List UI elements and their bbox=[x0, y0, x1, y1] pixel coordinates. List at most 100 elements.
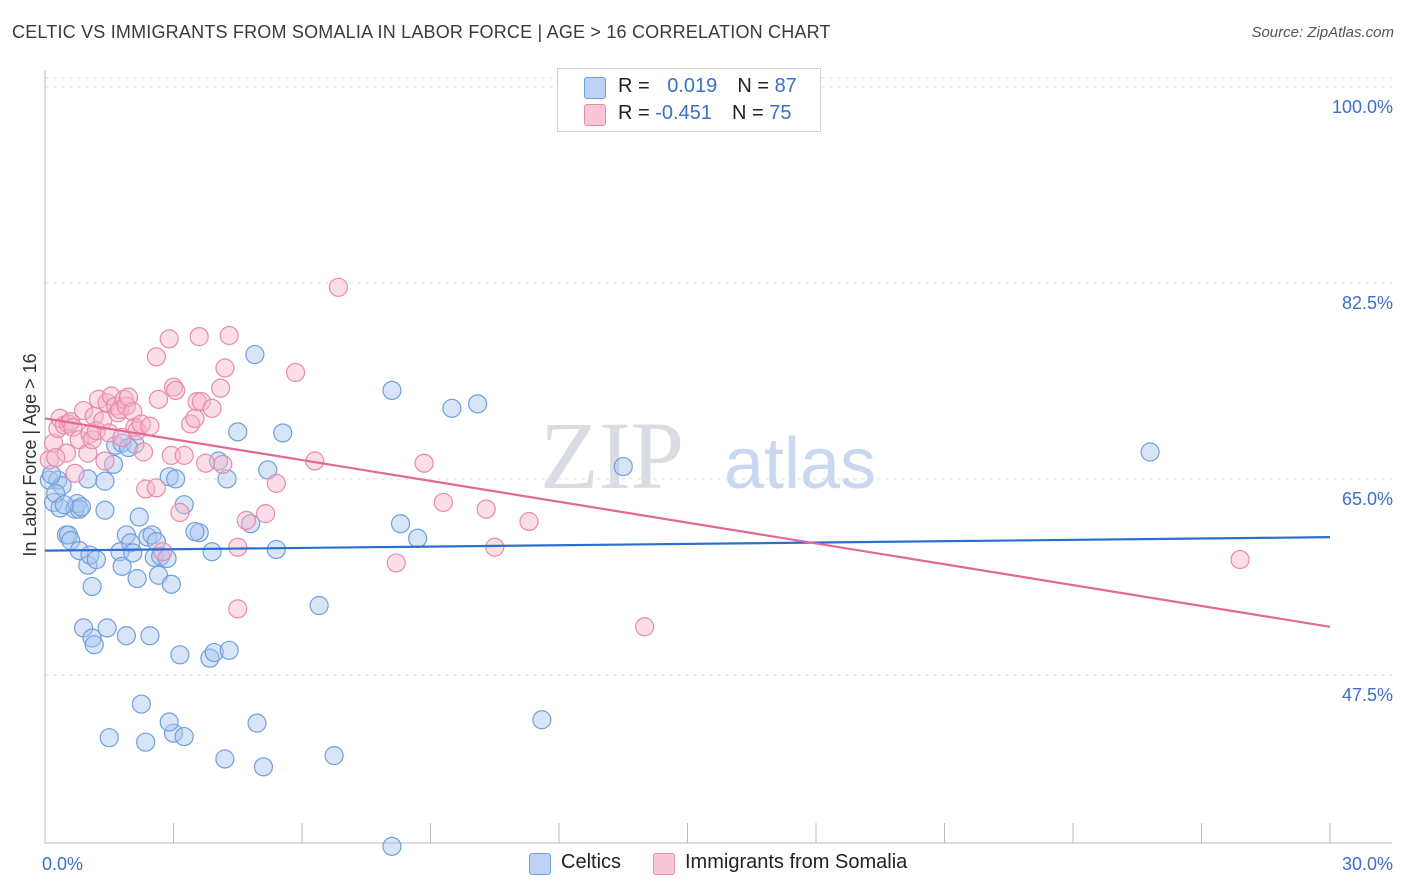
tick-label-layer: 100.0% 82.5% 65.0% 47.5% 0.0% 30.0% bbox=[42, 97, 1393, 874]
celtics-point bbox=[54, 495, 74, 515]
somalia-point bbox=[266, 473, 286, 493]
somalia-point bbox=[202, 398, 222, 418]
celtics-point bbox=[163, 723, 184, 743]
y-tick-label: 65.0% bbox=[1342, 489, 1393, 509]
watermark-zip: ZIP bbox=[540, 402, 684, 509]
somalia-point bbox=[228, 537, 248, 557]
somalia-point bbox=[236, 510, 256, 530]
celtics-point bbox=[71, 497, 92, 517]
chart-title: CELTIC VS IMMIGRANTS FROM SOMALIA IN LAB… bbox=[12, 22, 831, 42]
bottom-legend-swatch-celtics bbox=[529, 853, 551, 875]
somalia-point bbox=[146, 347, 166, 367]
y-tick-label: 47.5% bbox=[1342, 685, 1393, 705]
somalia-point bbox=[328, 277, 349, 297]
somalia-point bbox=[140, 416, 160, 436]
celtics-point bbox=[468, 394, 488, 414]
celtics-point bbox=[185, 521, 205, 542]
somalia-point bbox=[118, 387, 139, 407]
celtics-point bbox=[219, 640, 239, 660]
somalia-point bbox=[196, 453, 216, 473]
celtics-point bbox=[324, 746, 344, 766]
celtics-trend-line bbox=[44, 536, 1331, 552]
somalia-point bbox=[163, 377, 184, 397]
celtics-point bbox=[112, 556, 132, 576]
somalia-point bbox=[215, 358, 235, 378]
x-tick-label: 0.0% bbox=[42, 854, 83, 874]
celtics-point bbox=[258, 460, 278, 480]
somalia-point bbox=[485, 537, 505, 557]
celtics-point bbox=[86, 549, 107, 570]
y-tick-label: 82.5% bbox=[1342, 293, 1393, 313]
somalia-point bbox=[635, 617, 655, 637]
somalia-point bbox=[56, 443, 77, 463]
legend-swatch-celtics bbox=[584, 77, 606, 99]
somalia-point bbox=[73, 400, 94, 421]
somalia-point bbox=[43, 433, 64, 453]
celtics-point bbox=[247, 713, 267, 733]
somalia-point bbox=[189, 327, 209, 347]
celtics-point bbox=[84, 635, 104, 655]
celtics-point bbox=[253, 757, 274, 777]
celtics-point bbox=[129, 507, 149, 527]
correlation-legend: R = 0.019 N = 87 R = -0.451 N = 75 bbox=[557, 68, 821, 132]
bottom-legend-label-celtics: Celtics bbox=[561, 851, 622, 873]
somalia-point bbox=[219, 325, 239, 346]
somalia-point bbox=[46, 448, 66, 468]
celtics-point bbox=[245, 344, 265, 365]
somalia-point bbox=[433, 492, 453, 513]
legend-r-label: R = bbox=[618, 75, 656, 97]
somalia-point bbox=[386, 553, 406, 573]
celtics-point bbox=[82, 628, 102, 648]
celtics-point bbox=[204, 642, 224, 663]
legend-r-value-celtics: 0.019 bbox=[667, 75, 718, 97]
celtics-point bbox=[95, 500, 115, 520]
celtics-point bbox=[408, 528, 428, 548]
somalia-point bbox=[191, 392, 211, 412]
celtics-point bbox=[273, 423, 293, 443]
somalia-point bbox=[414, 453, 434, 473]
watermark-atlas: atlas bbox=[724, 424, 876, 504]
somalia-point bbox=[148, 389, 169, 409]
y-axis-label: In Labor Force | Age > 16 bbox=[20, 353, 40, 557]
somalia-point bbox=[174, 445, 194, 465]
legend-r-value-somalia: -0.451 bbox=[655, 102, 712, 124]
somalia-point bbox=[170, 502, 190, 523]
somalia-point bbox=[285, 362, 306, 383]
celtics-point bbox=[146, 532, 166, 552]
somalia-trend-line bbox=[44, 417, 1331, 628]
somalia-point bbox=[93, 411, 113, 431]
somalia-point bbox=[255, 504, 276, 524]
points-layer bbox=[39, 277, 1250, 856]
celtics-point bbox=[166, 469, 186, 489]
somalia-point bbox=[476, 499, 496, 519]
celtics-point bbox=[140, 626, 160, 646]
celtics-point bbox=[95, 471, 115, 491]
source-label: Source: ZipAtlas.com bbox=[1251, 24, 1394, 41]
somalia-point bbox=[213, 454, 233, 474]
watermark: ZIP atlas bbox=[540, 402, 876, 509]
somalia-point bbox=[82, 430, 102, 450]
celtics-point bbox=[99, 728, 119, 748]
somalia-point bbox=[211, 378, 231, 398]
celtics-point bbox=[382, 380, 402, 401]
celtics-point bbox=[116, 626, 136, 646]
celtics-point bbox=[159, 712, 179, 732]
celtics-point bbox=[532, 710, 552, 730]
somalia-point bbox=[166, 380, 186, 401]
somalia-point bbox=[136, 479, 156, 499]
somalia-point bbox=[95, 451, 115, 471]
celtics-point bbox=[97, 618, 117, 638]
axis-layer bbox=[44, 70, 1392, 844]
celtics-point bbox=[442, 398, 462, 418]
celtics-point bbox=[202, 542, 222, 562]
celtics-point bbox=[136, 732, 156, 752]
legend-n-value-somalia: 75 bbox=[769, 102, 792, 124]
celtics-point bbox=[123, 543, 143, 563]
celtics-point bbox=[1140, 442, 1160, 462]
somalia-point bbox=[146, 478, 166, 498]
somalia-point bbox=[133, 442, 154, 462]
legend-r-label: R = bbox=[618, 102, 656, 124]
x-tick-label: 30.0% bbox=[1342, 854, 1393, 874]
somalia-point bbox=[519, 511, 539, 532]
legend-n-value-celtics: 87 bbox=[774, 75, 797, 97]
